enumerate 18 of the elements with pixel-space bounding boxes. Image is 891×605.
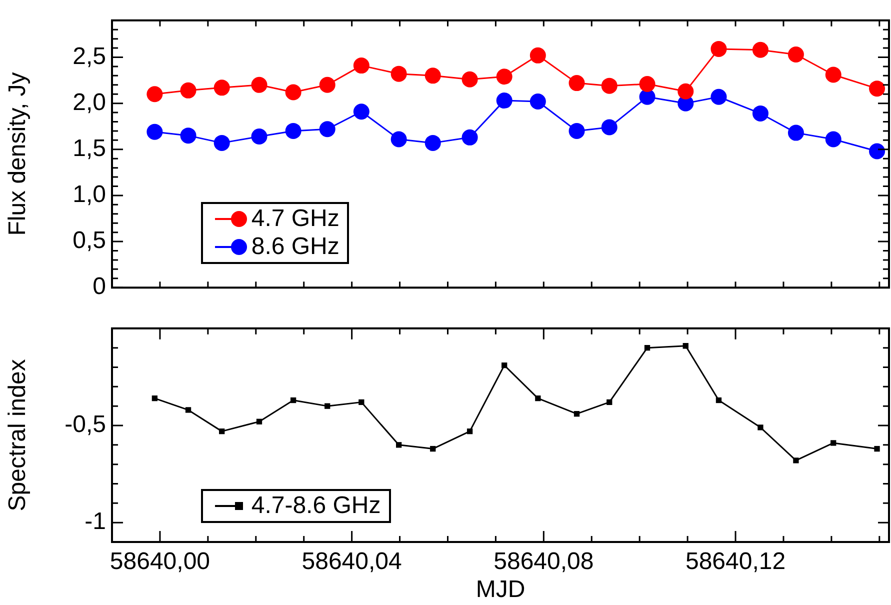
x-tick-label: 58640,12	[685, 548, 786, 576]
y-tick-label: -0,5	[64, 411, 106, 438]
y-tick-label: 2,5	[72, 42, 106, 70]
y-axis-title: Flux density, Jy	[4, 72, 32, 236]
y-tick-label: -1	[84, 508, 106, 536]
x-tick-label: 58640,08	[494, 548, 594, 576]
y-tick-label: 1,0	[72, 181, 106, 208]
y-tick-label: 0	[92, 273, 106, 300]
legend-label: 8.6 GHz	[251, 232, 340, 260]
y-tick-label: 2,0	[72, 88, 106, 116]
x-tick-label: 58640,00	[110, 548, 210, 576]
legend-label: 4.7-8.6 GHz	[251, 492, 381, 519]
y-tick-label: 1,5	[72, 135, 106, 162]
y-tick-label: 0,5	[72, 227, 106, 254]
legend-label: 4.7 GHz	[251, 204, 340, 232]
x-axis-title: MJD	[476, 576, 526, 604]
x-tick-label: 58640,04	[302, 548, 402, 576]
y-axis-title: Spectral index	[4, 359, 32, 512]
